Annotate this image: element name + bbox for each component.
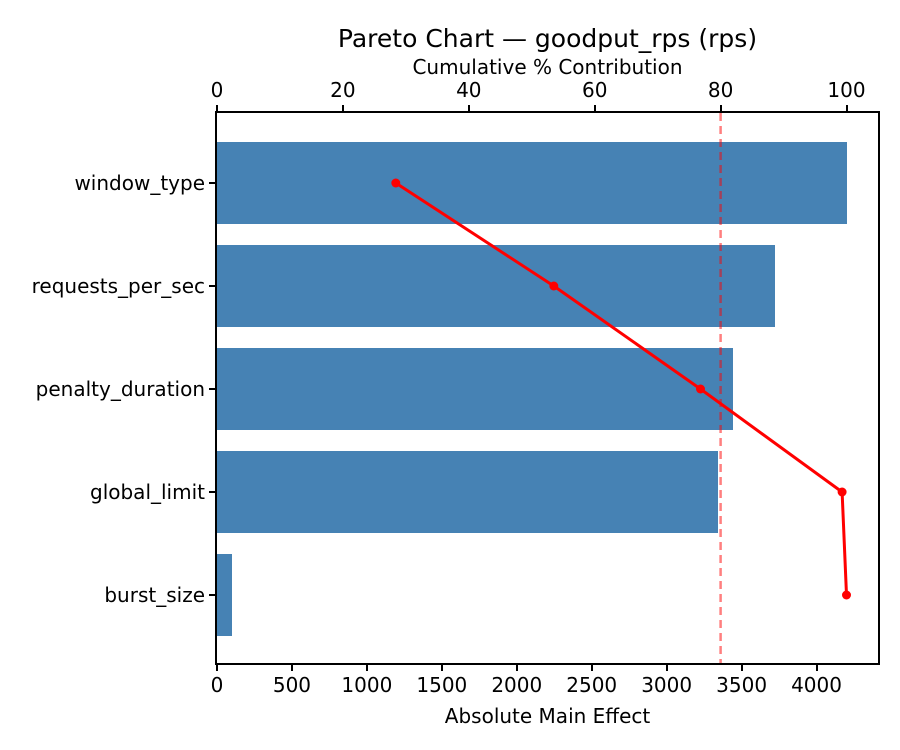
cumulative-marker-global_limit <box>837 487 847 497</box>
bottom-tick-label: 2500 <box>566 673 618 697</box>
top-axis-label: Cumulative % Contribution <box>412 55 683 79</box>
top-tick-label: 100 <box>827 78 866 102</box>
ytick-mark <box>209 388 215 390</box>
top-tick-mark <box>216 105 218 111</box>
bottom-tick-mark <box>665 665 668 671</box>
bottom-tick-label: 500 <box>272 673 312 697</box>
cumulative-marker-window_type <box>391 178 401 188</box>
top-tick-label: 60 <box>581 78 608 102</box>
bar-requests_per_sec <box>217 245 775 327</box>
top-tick-label: 0 <box>210 78 224 102</box>
cumulative-marker-penalty_duration <box>696 384 705 394</box>
bottom-tick-label: 0 <box>210 673 224 697</box>
top-tick-mark <box>719 105 722 111</box>
bar-penalty_duration <box>217 348 733 430</box>
bottom-tick-mark <box>440 665 443 671</box>
top-tick-mark <box>593 105 596 111</box>
bottom-tick-mark <box>216 665 218 671</box>
top-tick-label: 20 <box>330 78 356 102</box>
chart-title: Pareto Chart — goodput_rps (rps) <box>337 24 758 53</box>
ytick-mark <box>209 594 215 596</box>
ytick-label-window_type: window_type <box>74 171 205 195</box>
bottom-tick-label: 2000 <box>491 673 543 697</box>
bar-burst_size <box>217 554 232 636</box>
cumulative-line <box>394 181 848 596</box>
ytick-mark <box>209 182 215 184</box>
plot-border <box>215 111 880 665</box>
cumulative-marker-requests_per_sec <box>549 281 559 291</box>
bottom-tick-label: 1000 <box>341 673 393 697</box>
ytick-label-penalty_duration: penalty_duration <box>35 377 205 401</box>
line-overlay <box>391 113 851 663</box>
bottom-tick-label: 3500 <box>716 673 768 697</box>
bar-window_type <box>217 142 847 224</box>
plot-area <box>217 113 878 663</box>
bar-global_limit <box>217 451 718 533</box>
ytick-mark <box>209 285 215 287</box>
bottom-tick-mark <box>365 665 368 671</box>
bottom-tick-mark <box>290 665 293 671</box>
top-tick-mark <box>467 105 470 111</box>
top-tick-mark <box>845 105 848 111</box>
top-tick-mark <box>341 105 344 111</box>
bottom-tick-label: 3000 <box>641 673 693 697</box>
top-tick-label: 40 <box>456 78 482 102</box>
ytick-label-requests_per_sec: requests_per_sec <box>31 274 205 298</box>
top-tick-label: 80 <box>707 78 734 102</box>
bottom-axis-label: Absolute Main Effect <box>444 704 651 728</box>
bottom-tick-label: 1500 <box>416 673 468 697</box>
bottom-tick-mark <box>740 665 743 671</box>
bottom-tick-mark <box>590 665 593 671</box>
ytick-mark <box>209 491 215 493</box>
ytick-label-burst_size: burst_size <box>104 583 205 607</box>
ytick-label-global_limit: global_limit <box>90 480 205 504</box>
bottom-tick-mark <box>815 665 818 671</box>
bottom-tick-label: 4000 <box>791 673 842 697</box>
bottom-tick-mark <box>515 665 518 671</box>
cumulative-marker-burst_size <box>842 590 851 600</box>
